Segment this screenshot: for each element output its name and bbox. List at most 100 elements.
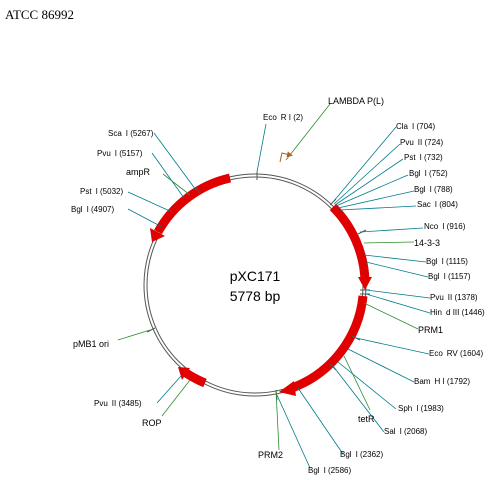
feature-arrowhead-tetR bbox=[279, 381, 296, 396]
site-label-9: Bgl bbox=[428, 272, 440, 281]
site-line-14 bbox=[337, 361, 397, 410]
site-line-8 bbox=[363, 254, 427, 263]
promoter-arrow-icon bbox=[279, 151, 293, 163]
site-line-22 bbox=[153, 132, 197, 191]
feature-arrowhead-14-3-3 bbox=[358, 277, 372, 290]
feature-line-pmb1 bbox=[117, 329, 151, 341]
site-line-17 bbox=[276, 394, 311, 469]
feature-labels: LAMBDA P(L) 14-3-3 PRM1 tetR PRM2 ROP pM… bbox=[73, 96, 443, 460]
site-label-5: Bgl bbox=[414, 185, 426, 194]
site-suffix-13: H I (1792) bbox=[434, 377, 470, 386]
site-suffix-8: I (1115) bbox=[442, 257, 469, 266]
feature-arrows bbox=[150, 173, 372, 396]
site-suffix-0: R I (2) bbox=[281, 113, 304, 122]
site-line-9 bbox=[365, 261, 429, 278]
site-line-20 bbox=[127, 191, 173, 213]
site-suffix-15: I (2068) bbox=[400, 427, 428, 436]
site-suffix-5: I (788) bbox=[430, 185, 453, 194]
site-line-0 bbox=[256, 123, 267, 173]
feature-lines bbox=[117, 103, 419, 451]
feature-line-tetR bbox=[343, 355, 371, 411]
site-suffix-7: I (916) bbox=[442, 222, 465, 231]
site-label-1: Cla bbox=[396, 122, 409, 131]
site-labels: Eco R I (2) Cla I (704) Pvu II (724) Pst I (… bbox=[71, 113, 485, 475]
site-suffix-11: d III (1446) bbox=[446, 308, 485, 317]
site-line-21 bbox=[151, 152, 185, 199]
feature-line-rop bbox=[161, 379, 191, 417]
site-label-7: Nco bbox=[424, 222, 439, 231]
site-line-5 bbox=[337, 190, 415, 209]
feature-arrow-14-3-3 bbox=[329, 203, 370, 281]
site-line-4 bbox=[335, 174, 409, 207]
feature-label-pmb1: pMB1 ori bbox=[73, 339, 109, 349]
site-suffix-9: I (1157) bbox=[444, 272, 471, 281]
site-label-19: Bgl bbox=[71, 205, 83, 214]
site-label-8: Bgl bbox=[426, 257, 438, 266]
site-label-10: Pvu bbox=[430, 293, 444, 302]
site-suffix-3: I (732) bbox=[420, 153, 443, 162]
plasmid-name: pXC171 bbox=[230, 268, 281, 284]
site-line-2 bbox=[333, 143, 401, 205]
feature-label-prm1: PRM1 bbox=[418, 325, 443, 335]
site-label-17: Bgl bbox=[308, 466, 320, 475]
feature-label-14-3-3: 14-3-3 bbox=[414, 238, 440, 248]
site-line-16 bbox=[297, 387, 344, 455]
site-label-20: Pst bbox=[80, 187, 92, 196]
site-suffix-1: I (704) bbox=[412, 122, 435, 131]
feature-arrow-ampR bbox=[154, 173, 232, 235]
feature-line-ampr bbox=[162, 173, 191, 196]
site-suffix-14: I (1983) bbox=[416, 404, 444, 413]
site-suffix-22: I (5267) bbox=[126, 129, 154, 138]
map-title: ATCC 86992 bbox=[5, 7, 74, 22]
site-label-15: Sal bbox=[384, 427, 396, 436]
site-line-13 bbox=[347, 348, 415, 383]
site-suffix-4: I (752) bbox=[425, 169, 448, 178]
tick-pmb1 bbox=[146, 327, 156, 333]
site-line-10 bbox=[365, 289, 431, 299]
site-label-18: Pvu bbox=[94, 399, 108, 408]
site-lines bbox=[127, 123, 431, 469]
site-label-21: Pvu bbox=[97, 149, 111, 158]
site-label-0: Eco bbox=[263, 113, 277, 122]
site-line-3 bbox=[334, 158, 404, 206]
site-suffix-16: I (2362) bbox=[356, 450, 384, 459]
site-suffix-2: II (724) bbox=[418, 138, 444, 147]
site-label-13: Bam bbox=[414, 377, 431, 386]
site-label-12: Eco bbox=[429, 349, 443, 358]
site-label-3: Pst bbox=[404, 153, 416, 162]
feature-line-prm2 bbox=[275, 389, 280, 451]
site-label-16: Bgl bbox=[340, 450, 352, 459]
site-label-6: Sac bbox=[417, 200, 431, 209]
site-label-14: Sph bbox=[398, 404, 412, 413]
site-label-22: Sca bbox=[108, 129, 122, 138]
site-line-18 bbox=[156, 375, 182, 404]
plasmid-size: 5778 bp bbox=[230, 288, 281, 304]
site-suffix-20: I (5032) bbox=[96, 187, 124, 196]
feature-label-prm2: PRM2 bbox=[258, 450, 283, 460]
feature-label-tetR: tetR bbox=[358, 414, 375, 424]
feature-label-ampr: ampR bbox=[126, 167, 151, 177]
site-suffix-21: I (5157) bbox=[115, 149, 143, 158]
site-label-4: Bgl bbox=[409, 169, 421, 178]
feature-label-rop: ROP bbox=[142, 418, 162, 428]
